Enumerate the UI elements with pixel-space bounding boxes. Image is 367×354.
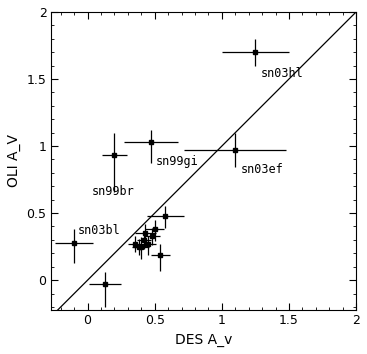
Text: sn99br: sn99br [92, 185, 134, 198]
Text: sn99gi: sn99gi [156, 155, 199, 169]
Text: sn03bl: sn03bl [78, 224, 121, 237]
Y-axis label: OLI A_V: OLI A_V [7, 134, 21, 187]
Text: sn03ef: sn03ef [241, 164, 283, 177]
Text: sn03hl: sn03hl [261, 67, 304, 80]
X-axis label: DES A_v: DES A_v [175, 333, 232, 347]
